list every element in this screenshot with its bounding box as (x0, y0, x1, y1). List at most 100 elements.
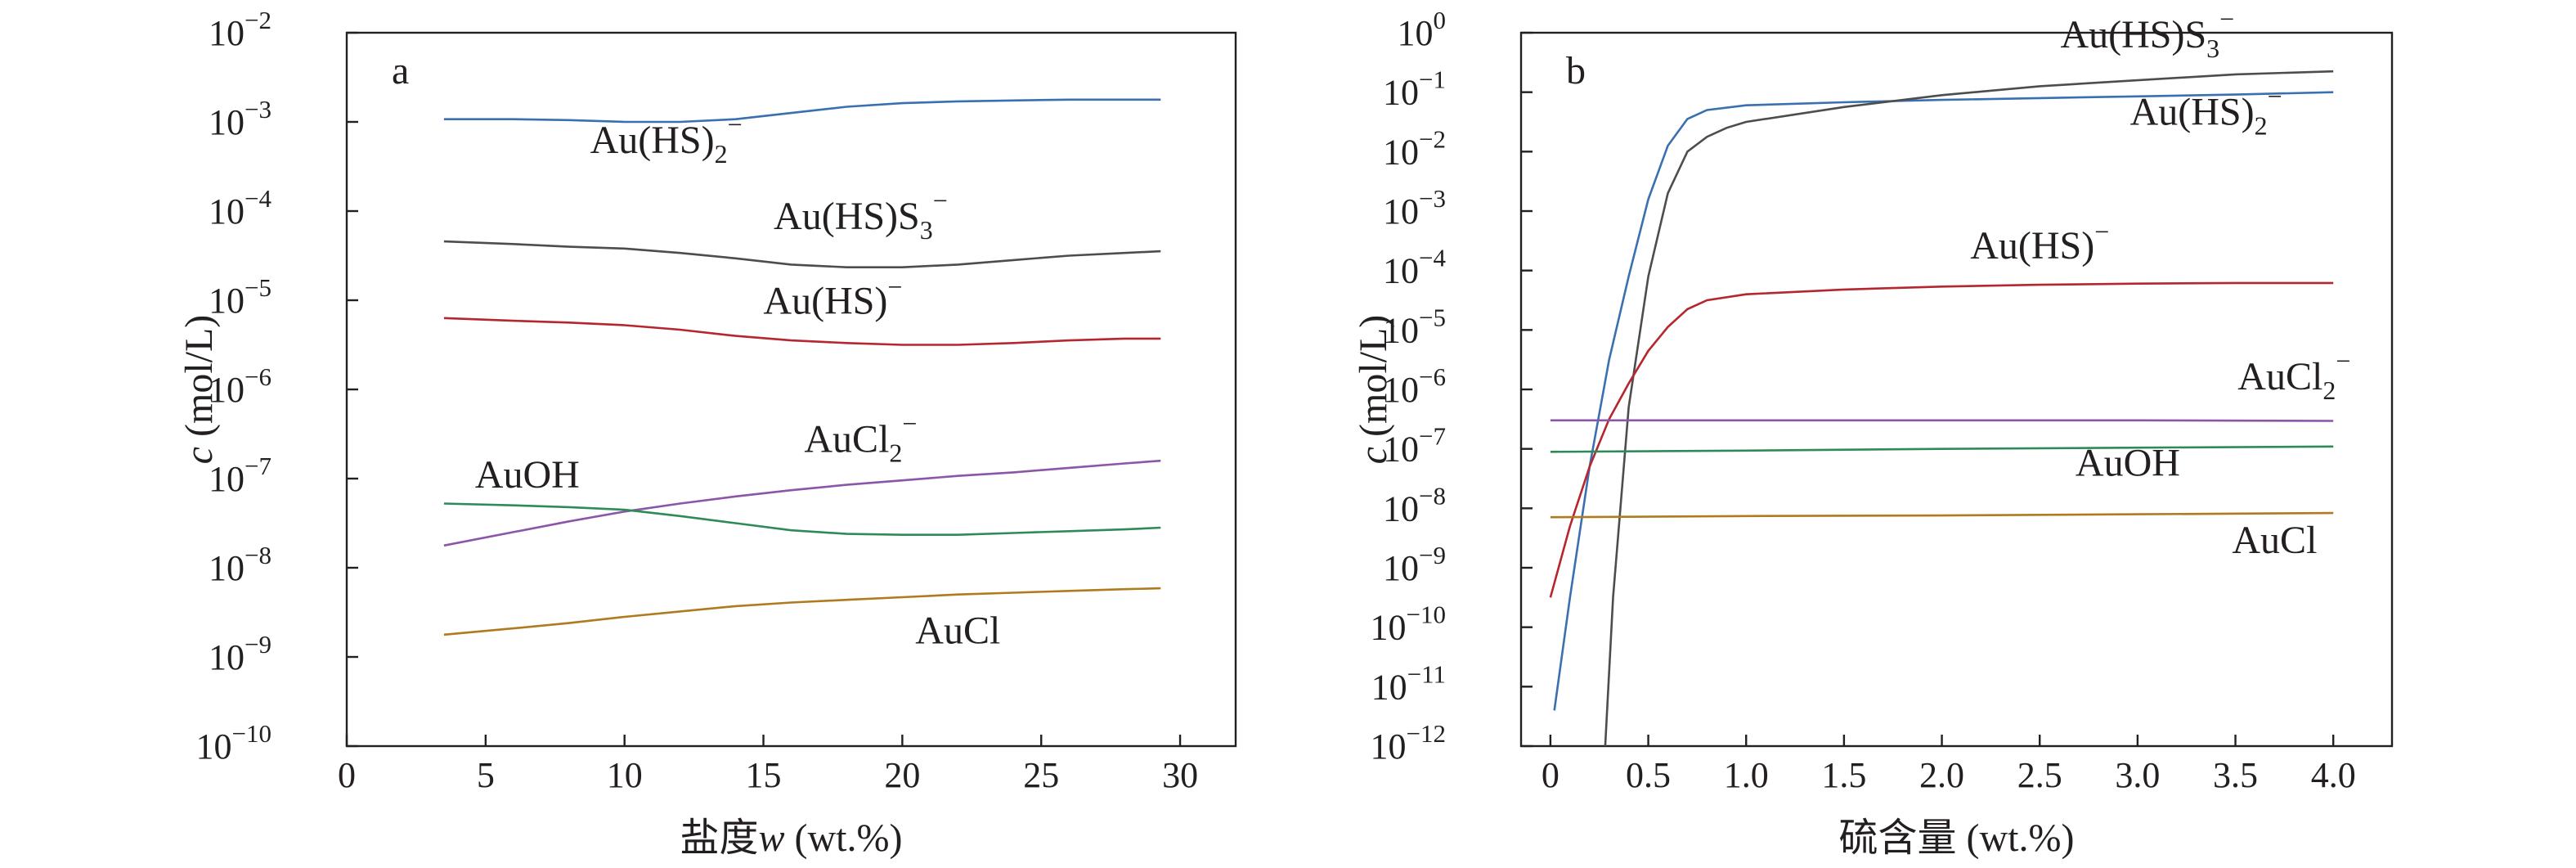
panel-label: b (1566, 49, 1586, 92)
y-tick-label: 10−9 (1383, 541, 1446, 588)
x-tick-label: 5 (477, 755, 495, 795)
x-tick-label: 3.5 (2213, 755, 2258, 795)
series-line-b_au_hs (1549, 281, 2334, 598)
x-tick-label: 3.0 (2115, 755, 2160, 795)
y-tick-label: 10−9 (209, 630, 272, 677)
y-axis-label-unit: (mol/L) (177, 315, 221, 447)
series-label-sub: 3 (2206, 34, 2219, 63)
x-tick-label: 0.5 (1626, 755, 1671, 795)
series-label-aucl: AuCl (915, 609, 1000, 653)
y-tick-exponent: −7 (1419, 422, 1446, 451)
y-tick-label: 10−8 (209, 541, 272, 588)
y-tick-base: 10 (1383, 310, 1419, 350)
y-tick-label: 100 (1398, 6, 1447, 53)
series-label-b_auoh: AuOH (2076, 441, 2180, 484)
y-tick-base: 10 (209, 370, 245, 410)
plot-frame (345, 31, 1237, 748)
y-tick-base: 10 (209, 548, 245, 588)
series-label-b_aucl: AuCl (2232, 519, 2317, 562)
series-label-sub: 2 (889, 438, 902, 467)
series-line-b_aucl (1550, 511, 2334, 519)
y-tick-exponent: −10 (232, 719, 272, 748)
y-tick-label: 10−2 (209, 6, 272, 53)
y-tick-base: 10 (196, 726, 232, 767)
y-axis-label-var: c (177, 447, 221, 464)
series-line-aucl2 (443, 459, 1161, 547)
y-tick-label: 10−8 (1383, 481, 1446, 528)
y-tick-label: 10−4 (209, 184, 272, 232)
y-tick-exponent: −6 (245, 362, 272, 391)
series-label-main: Au(HS) (763, 279, 887, 322)
series-label-sub: 3 (920, 215, 933, 245)
y-tick-base: 10 (1383, 488, 1419, 528)
x-tick-label: 10 (607, 755, 643, 795)
y-tick-label: 10−2 (1383, 124, 1446, 172)
series-label-main: AuCl (2237, 355, 2322, 398)
series-label-au_hs: Au(HS)− (763, 272, 902, 322)
series-line-au_hs_s3 (443, 240, 1161, 269)
chart-panel-b: 0 0.5 1.0 1.5 2.0 2.5 3.0 3.5 4.010−1210−1110−10… (1352, 4, 2394, 860)
y-tick-exponent: −5 (245, 273, 272, 302)
series-line-au_hs (443, 317, 1161, 346)
y-tick-label: 10−3 (209, 95, 272, 142)
series-label-sup: − (2268, 82, 2282, 111)
x-tick-label: 1.5 (1821, 755, 1866, 795)
series-line-b_au_hs_s3 (1604, 70, 2334, 747)
x-tick-label: 2.0 (1919, 755, 1964, 795)
y-tick-exponent: −1 (1419, 65, 1446, 94)
y-tick-exponent: −4 (245, 184, 272, 213)
y-tick-label: 10−5 (1383, 303, 1446, 350)
x-axis-label-main: 盐度 (680, 816, 759, 860)
series-label-sup: − (2094, 217, 2109, 246)
series-label-b_au_hs: Au(HS)− (1970, 217, 2109, 268)
x-tick-label: 25 (1023, 755, 1059, 795)
y-tick-base: 10 (209, 637, 245, 677)
y-tick-base: 10 (1383, 430, 1419, 470)
y-tick-label: 10−7 (209, 452, 272, 499)
y-tick-base: 10 (209, 13, 245, 53)
y-axis-label-var: c (1352, 447, 1395, 464)
series-label-main: Au(HS) (590, 119, 715, 162)
x-axis-label: 盐度w (wt.%) (680, 816, 903, 860)
y-tick-base: 10 (1383, 548, 1419, 588)
panel-label: a (392, 49, 409, 92)
y-tick-exponent: −6 (1419, 362, 1446, 391)
series-label-sub: 2 (2322, 376, 2336, 405)
series-label-sup: − (933, 186, 948, 215)
y-tick-exponent: −2 (245, 6, 272, 34)
series-label-au_hs_s3: Au(HS)S3− (774, 186, 948, 245)
y-tick-base: 10 (1383, 132, 1419, 172)
x-tick-label: 15 (746, 755, 782, 795)
y-tick-label: 10−3 (1383, 184, 1446, 232)
y-tick-label: 10−5 (209, 273, 272, 321)
series-label-au_hs2: Au(HS)2− (590, 110, 743, 169)
series-label-main: Au(HS)S (2060, 13, 2206, 56)
y-tick-exponent: −3 (1419, 184, 1446, 213)
series-label-b_au_hs_s3: Au(HS)S3− (2060, 4, 2234, 63)
y-tick-exponent: −8 (245, 541, 272, 569)
y-tick-exponent: −4 (1419, 244, 1446, 272)
x-tick-label: 30 (1162, 755, 1198, 795)
series-label-main: AuOH (2076, 441, 2180, 484)
y-tick-base: 10 (1383, 251, 1419, 291)
series-label-aucl2: AuCl2− (804, 408, 917, 467)
series-label-main: AuOH (475, 453, 580, 497)
series-label-sub: 2 (715, 139, 728, 169)
series-label-main: AuCl (804, 417, 889, 461)
series-label-main: Au(HS) (1970, 224, 2094, 268)
series-label-auoh: AuOH (475, 453, 580, 497)
x-tick-label: 1.0 (1724, 755, 1769, 795)
y-tick-exponent: −7 (245, 452, 272, 480)
series-label-main: AuCl (915, 609, 1000, 653)
y-tick-base: 10 (1383, 73, 1419, 113)
series-label-main: AuCl (2232, 519, 2317, 562)
y-axis-label: c (mol/L) (1352, 315, 1395, 465)
y-tick-base: 10 (1383, 370, 1419, 410)
y-tick-label: 10−10 (196, 719, 272, 767)
series-label-sup: − (902, 408, 917, 438)
y-tick-base: 10 (209, 281, 245, 321)
y-tick-exponent: −9 (245, 630, 272, 659)
y-tick-exponent: −3 (245, 95, 272, 124)
y-tick-base: 10 (1398, 13, 1434, 53)
